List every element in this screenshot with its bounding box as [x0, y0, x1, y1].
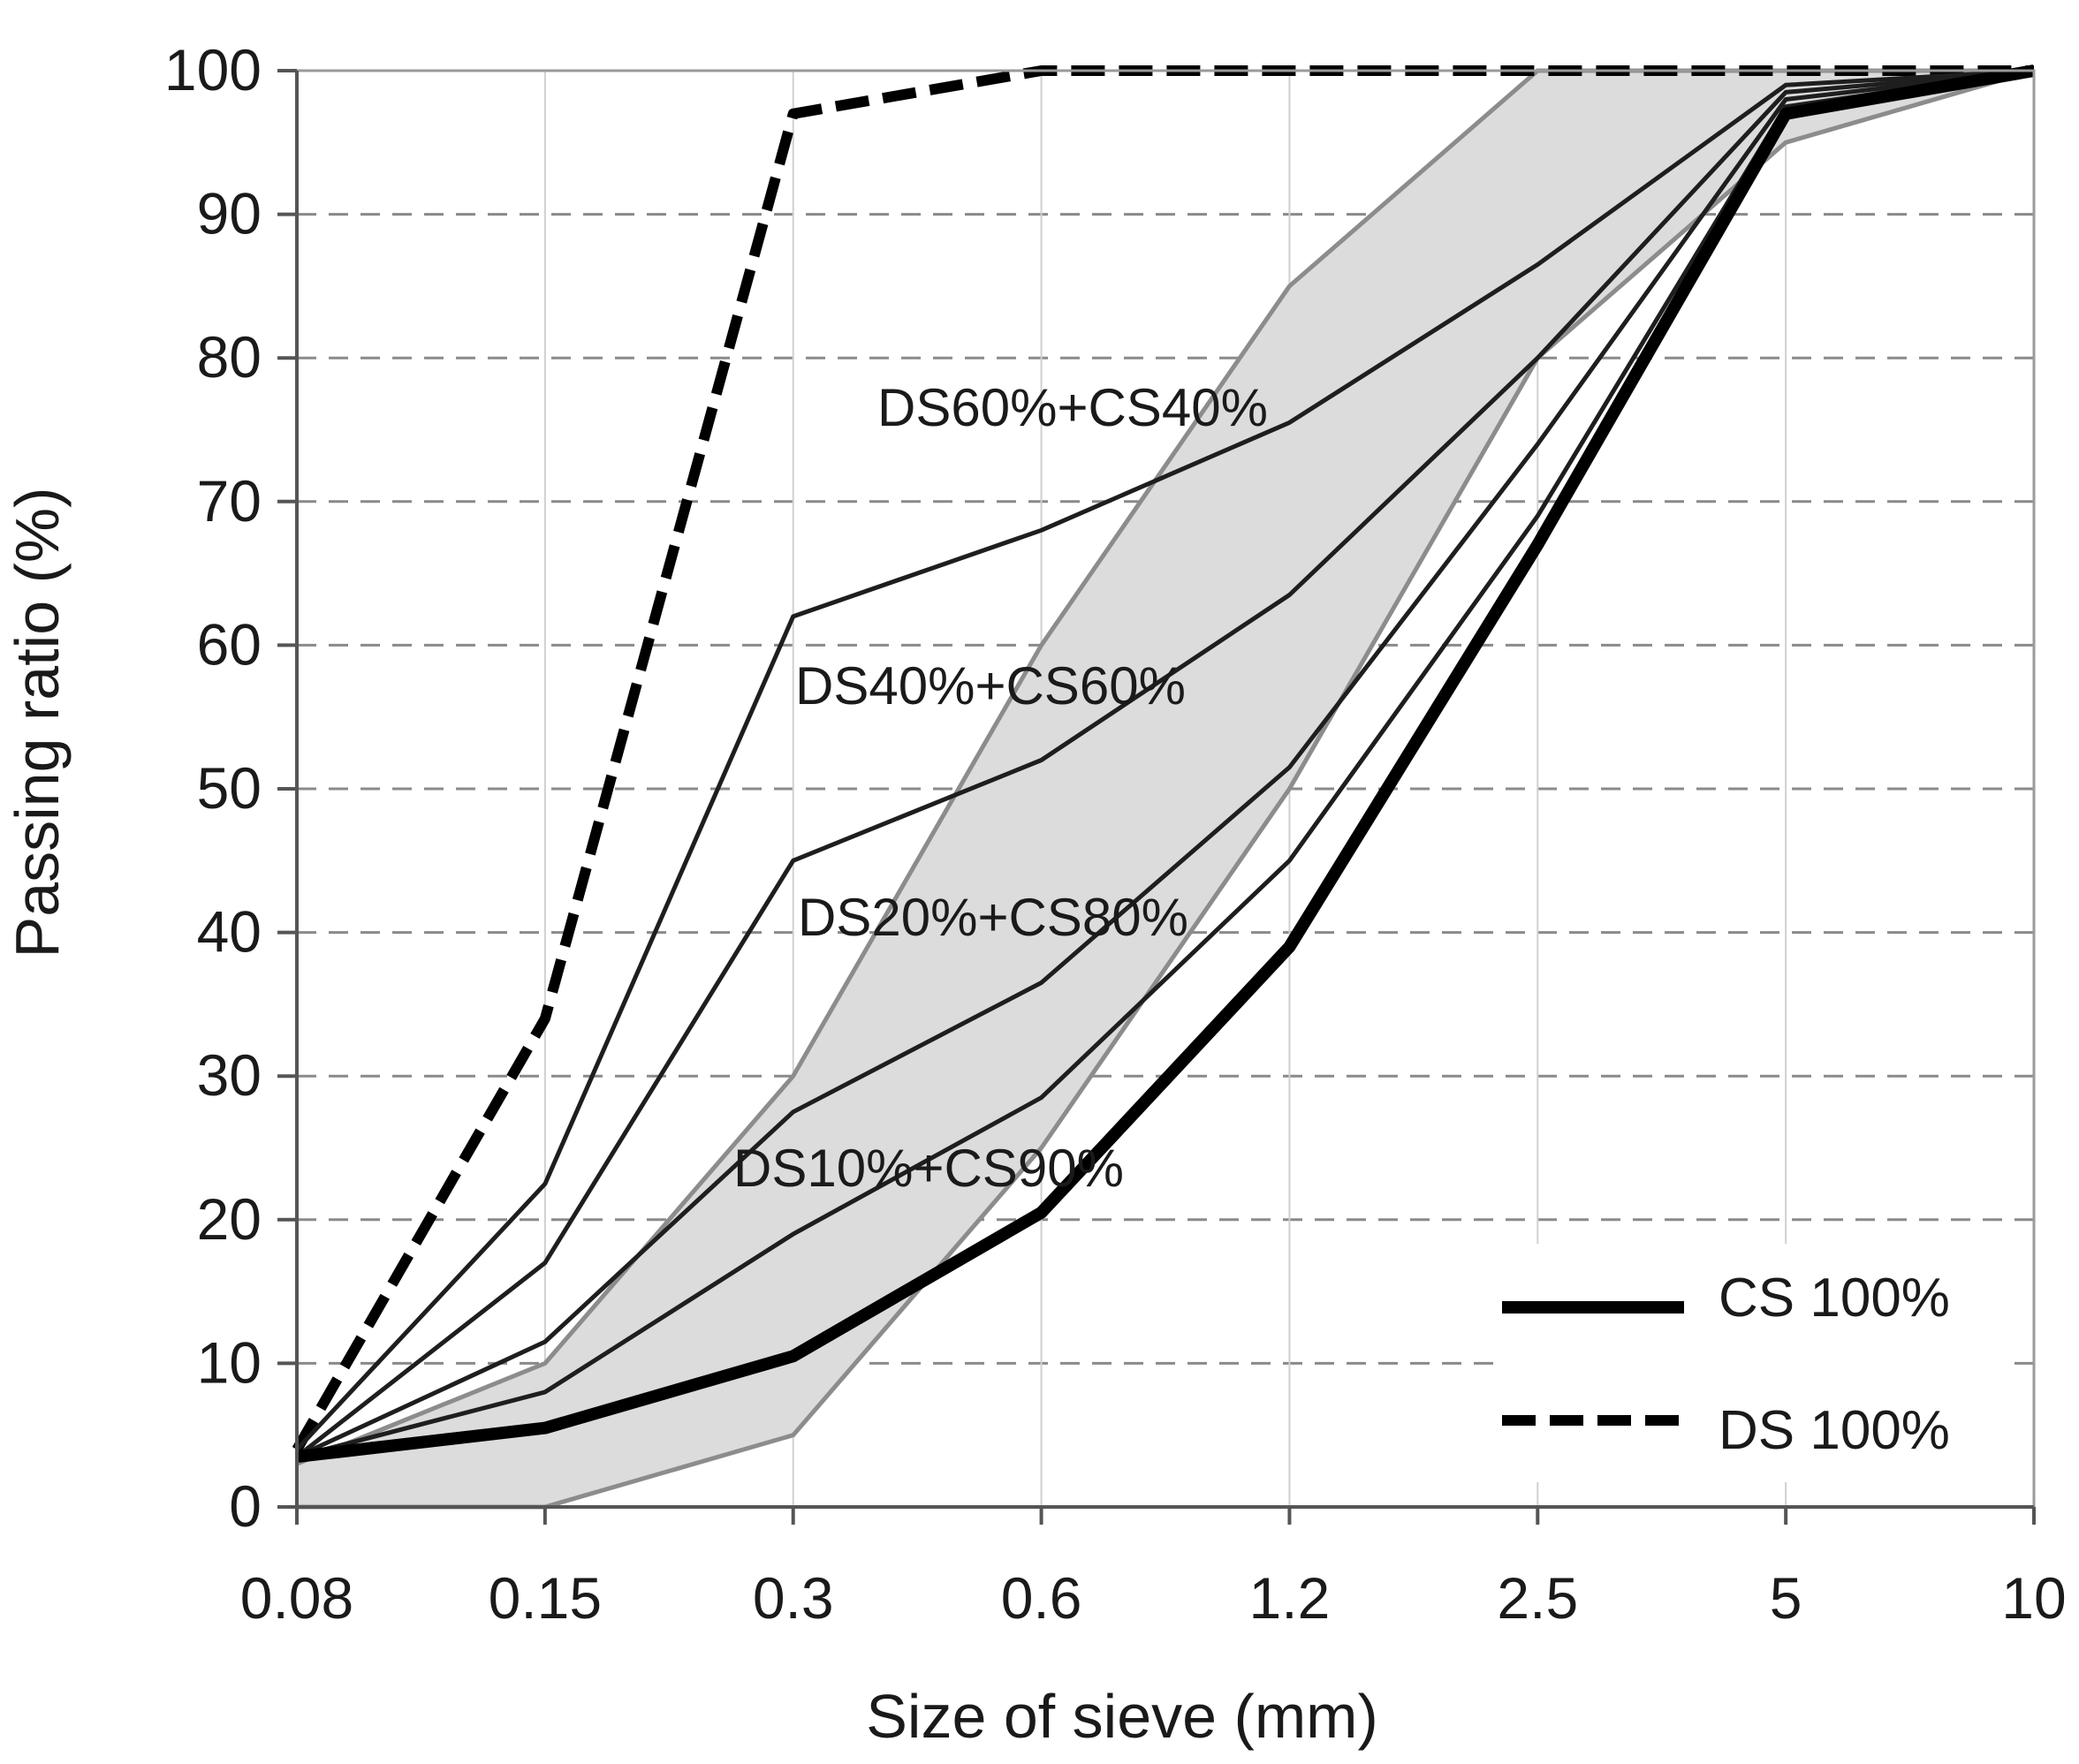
x-tick-label-0.3: 0.3 [753, 1565, 834, 1631]
legend-label-ds100: DS 100% [1719, 1400, 1950, 1461]
y-axis-title: Passing ratio (%) [3, 488, 72, 958]
y-tick-label-10: 10 [197, 1329, 262, 1395]
x-tick-label-0.6: 0.6 [1001, 1565, 1082, 1631]
y-tick-label-0: 0 [229, 1473, 262, 1539]
tick-labels: 0 10 20 30 40 50 60 70 80 90 100 0.08 0.15 0.3 0.6 1.2 2… [164, 37, 2067, 1631]
x-tick-label-2.5: 2.5 [1497, 1565, 1578, 1631]
y-tick-label-20: 20 [197, 1186, 262, 1252]
y-tick-label-80: 80 [197, 324, 262, 390]
legend: CS 100% DS 100% [1493, 1244, 2006, 1482]
x-tick-label-5: 5 [1770, 1565, 1802, 1631]
y-tick-label-50: 50 [197, 755, 262, 821]
y-tick-label-70: 70 [197, 468, 262, 534]
legend-label-cs100: CS 100% [1719, 1268, 1950, 1329]
y-tick-label-90: 90 [197, 181, 262, 246]
series-line-ds40-cs60 [295, 68, 2035, 1459]
x-axis-title: Size of sieve (mm) [866, 1682, 1378, 1751]
legend-background [1493, 1244, 2006, 1482]
series-line-ds20-cs80 [295, 68, 2035, 1459]
y-tick-label-30: 30 [197, 1042, 262, 1108]
annotation-ds60: DS60%+CS40% [877, 378, 1268, 437]
x-tick-label-10: 10 [2001, 1565, 2066, 1631]
annotation-ds40: DS40%+CS60% [795, 656, 1186, 715]
annotations: DS60%+CS40% DS40%+CS60% DS20%+CS80% DS10… [733, 378, 1268, 1198]
x-tick-label-1.2: 1.2 [1249, 1565, 1331, 1631]
y-tick-label-100: 100 [164, 37, 262, 102]
x-tick-label-0.15: 0.15 [489, 1565, 602, 1631]
annotation-ds10: DS10%+CS90% [733, 1139, 1124, 1198]
series-line-cs-100 [296, 64, 2036, 1464]
annotation-ds20: DS20%+CS80% [798, 888, 1188, 947]
series-line-ds60-cs40 [295, 68, 2035, 1451]
axes [277, 69, 2036, 1525]
y-tick-label-40: 40 [197, 899, 262, 965]
y-tick-label-60: 60 [197, 611, 262, 677]
x-tick-label-0.08: 0.08 [240, 1565, 353, 1631]
